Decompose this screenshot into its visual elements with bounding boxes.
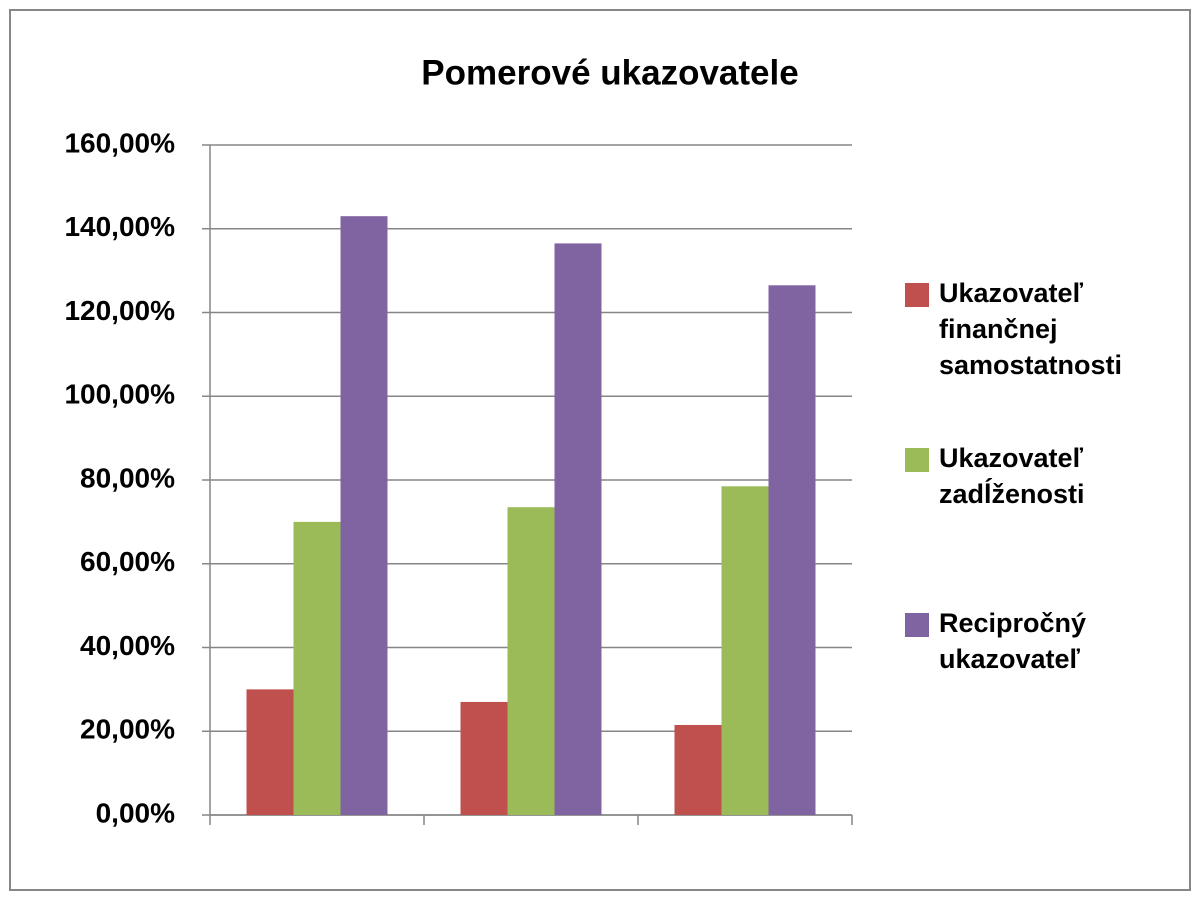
bar <box>507 507 555 815</box>
bar <box>721 486 769 815</box>
y-tick-label: 140,00% <box>64 211 175 242</box>
y-tick-label: 20,00% <box>80 714 175 745</box>
bar <box>674 724 722 815</box>
y-tick-label: 80,00% <box>80 462 175 493</box>
bar <box>246 689 294 815</box>
legend-entry: Recipročný ukazovateľ <box>905 605 1195 677</box>
y-tick-label: 120,00% <box>64 295 175 326</box>
legend-entry: Ukazovateľ zadĺženosti <box>905 440 1195 512</box>
bar <box>293 521 341 815</box>
legend-label: Ukazovateľ zadĺženosti <box>939 443 1085 509</box>
y-tick-label: 60,00% <box>80 546 175 577</box>
bar <box>460 701 508 815</box>
legend-swatch <box>905 448 929 472</box>
bar <box>554 243 602 815</box>
legend-swatch <box>905 283 929 307</box>
legend-entry: Ukazovateľ finančnej samostatnosti <box>905 275 1195 383</box>
legend-label: Ukazovateľ finančnej samostatnosti <box>939 278 1123 380</box>
legend-label: Recipročný ukazovateľ <box>939 608 1087 674</box>
bar <box>340 216 388 815</box>
y-tick-label: 0,00% <box>96 797 175 828</box>
y-tick-label: 100,00% <box>64 379 175 410</box>
legend-swatch <box>905 613 929 637</box>
chart-title: Pomerové ukazovatele <box>421 53 798 92</box>
y-tick-label: 160,00% <box>64 127 175 158</box>
bar <box>768 285 816 815</box>
y-tick-label: 40,00% <box>80 630 175 661</box>
